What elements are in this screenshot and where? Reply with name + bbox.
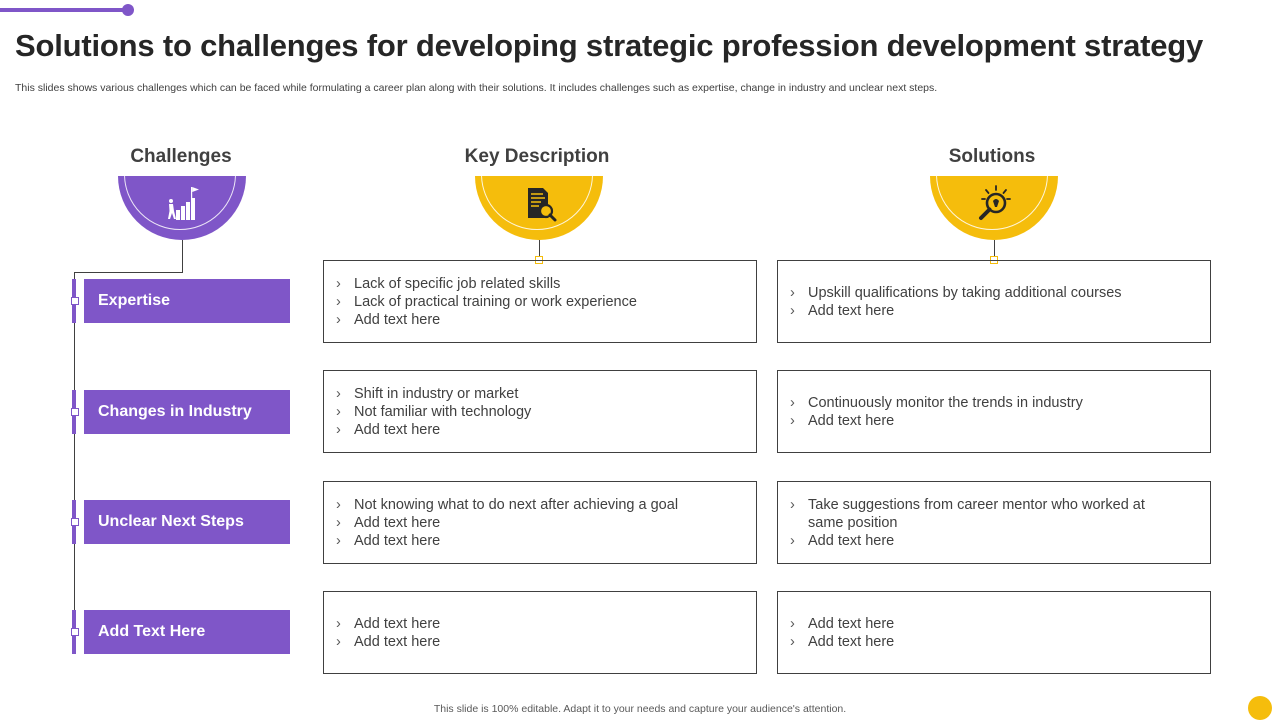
list-item: › Add text here bbox=[336, 514, 441, 531]
list-item: › Not knowing what to do next after achie… bbox=[336, 496, 679, 513]
chevron-right-icon: › bbox=[336, 514, 341, 531]
accent-dot bbox=[122, 4, 134, 16]
list-item: › Add text here bbox=[336, 311, 441, 328]
solution-box: › Take suggestions from career mentor who… bbox=[777, 481, 1211, 564]
chevron-right-icon: › bbox=[790, 615, 795, 632]
row-node bbox=[71, 628, 79, 636]
chevron-right-icon: › bbox=[790, 302, 795, 319]
chevron-right-icon: › bbox=[336, 293, 341, 310]
list-item: › Upskill qualifications by taking additi… bbox=[790, 284, 1122, 301]
solution-box: › Continuously monitor the trends in indu… bbox=[777, 370, 1211, 453]
list-item: › Not familiar with technology bbox=[336, 403, 532, 420]
chevron-right-icon: › bbox=[336, 633, 341, 650]
challenges-spine bbox=[74, 272, 75, 654]
list-item: › Lack of practical training or work expe… bbox=[336, 293, 637, 310]
chevron-right-icon: › bbox=[336, 385, 341, 402]
footer-note: This slide is 100% editable. Adapt it to… bbox=[433, 703, 847, 715]
description-box: › Shift in industry or market › Not famili… bbox=[323, 370, 757, 453]
challenge-label: Changes in Industry bbox=[84, 390, 290, 434]
chevron-right-icon: › bbox=[336, 311, 341, 328]
description-box: › Lack of specific job related skills › La… bbox=[323, 260, 757, 343]
challenges-connector-horizontal bbox=[74, 272, 183, 273]
list-item: › Add text here bbox=[790, 615, 895, 632]
chevron-right-icon: › bbox=[336, 421, 341, 438]
challenge-label: Unclear Next Steps bbox=[84, 500, 290, 544]
chevron-right-icon: › bbox=[790, 412, 795, 429]
row-node bbox=[71, 518, 79, 526]
list-item: › Add text here bbox=[790, 532, 895, 549]
solutions-header: Solutions bbox=[948, 146, 1036, 167]
chevron-right-icon: › bbox=[790, 532, 795, 549]
chevron-right-icon: › bbox=[790, 284, 795, 301]
list-item: › Add text here bbox=[790, 412, 895, 429]
row-node bbox=[71, 297, 79, 305]
challenges-badge bbox=[118, 176, 246, 240]
key-description-header: Key Description bbox=[464, 146, 610, 167]
chevron-right-icon: › bbox=[790, 633, 795, 650]
chevron-right-icon: › bbox=[790, 496, 795, 513]
list-item: › Add text here bbox=[336, 615, 441, 632]
document-search-icon bbox=[528, 188, 557, 222]
solutions-badge bbox=[930, 176, 1058, 240]
list-item: › Add text here bbox=[790, 302, 895, 319]
corner-dot bbox=[1248, 696, 1272, 720]
list-item: › Continuously monitor the trends in indu… bbox=[790, 394, 1083, 411]
chevron-right-icon: › bbox=[336, 275, 341, 292]
chevron-right-icon: › bbox=[336, 615, 341, 632]
solution-box: › Upskill qualifications by taking additi… bbox=[777, 260, 1211, 343]
chevron-right-icon: › bbox=[336, 496, 341, 513]
slide-subtitle: This slides shows various challenges whi… bbox=[15, 82, 938, 94]
list-item: › Shift in industry or market bbox=[336, 385, 519, 402]
description-box: › Not knowing what to do next after achie… bbox=[323, 481, 757, 564]
lightbulb-search-icon bbox=[979, 185, 1011, 220]
list-item: › Add text here bbox=[336, 633, 441, 650]
key-description-badge bbox=[475, 176, 603, 240]
solution-box: › Add text here › Add text here bbox=[777, 591, 1211, 674]
challenges-header: Challenges bbox=[130, 146, 232, 167]
challenge-label: Add Text Here bbox=[84, 610, 290, 654]
solutions-connector bbox=[994, 240, 995, 257]
challenges-connector bbox=[182, 240, 183, 273]
list-item: › Take suggestions from career mentor who… bbox=[790, 496, 1145, 531]
list-item: › Lack of specific job related skills bbox=[336, 275, 561, 292]
chevron-right-icon: › bbox=[336, 532, 341, 549]
list-item: › Add text here bbox=[336, 532, 441, 549]
chevron-right-icon: › bbox=[790, 394, 795, 411]
slide-title: Solutions to challenges for developing s… bbox=[15, 28, 1204, 63]
description-box: › Add text here › Add text here bbox=[323, 591, 757, 674]
accent-line bbox=[0, 8, 128, 12]
row-node bbox=[71, 408, 79, 416]
stairs-goal-icon bbox=[168, 187, 199, 220]
challenge-label: Expertise bbox=[84, 279, 290, 323]
list-item: › Add text here bbox=[790, 633, 895, 650]
description-connector bbox=[539, 240, 540, 257]
list-item: › Add text here bbox=[336, 421, 441, 438]
chevron-right-icon: › bbox=[336, 403, 341, 420]
